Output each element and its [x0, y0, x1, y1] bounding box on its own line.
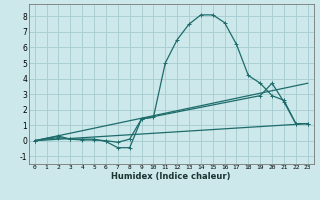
X-axis label: Humidex (Indice chaleur): Humidex (Indice chaleur) — [111, 172, 231, 181]
